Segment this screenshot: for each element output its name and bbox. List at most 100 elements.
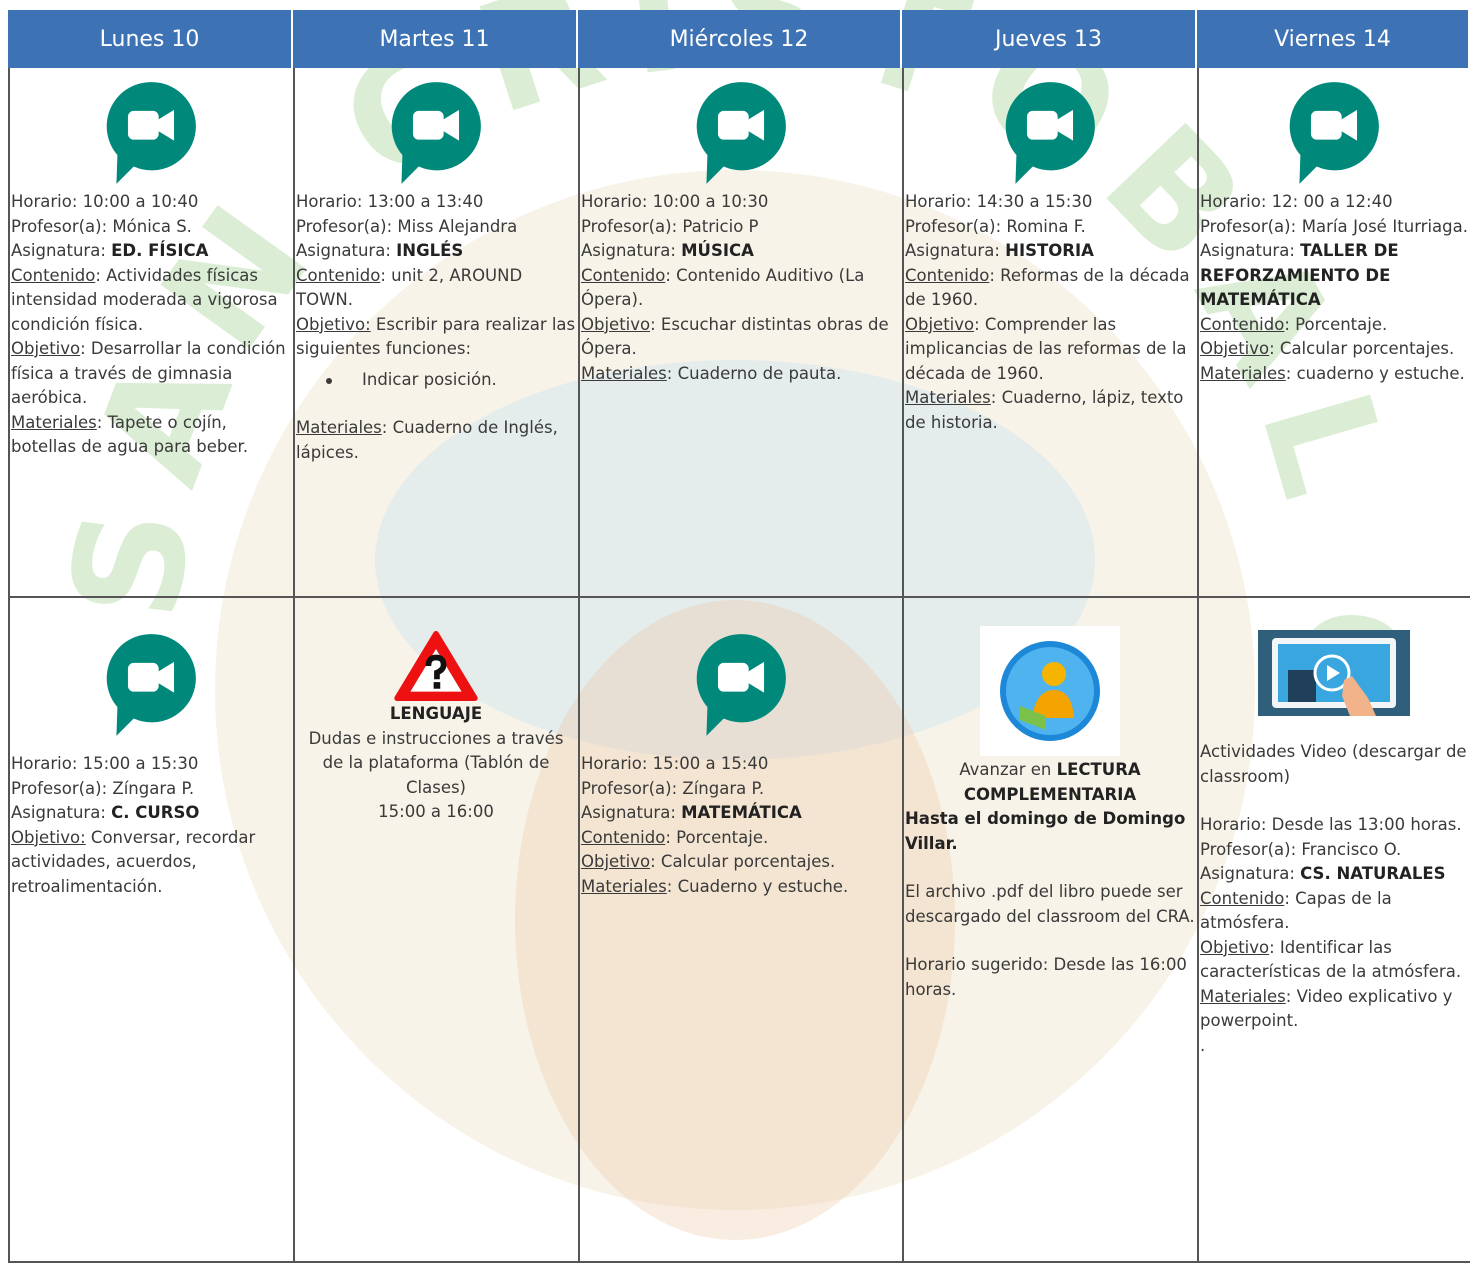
bold-text: CS. NATURALES: [1300, 864, 1446, 883]
bold-text: INGLÉS: [396, 241, 464, 260]
text-line: Horario: 15:00 a 15:40: [581, 752, 900, 777]
text: : Contenido Auditivo (La Ópera).: [581, 265, 865, 310]
icon-box: [905, 68, 1195, 186]
text-line: Materiales: Cuaderno, lápiz, texto de hi…: [905, 386, 1195, 435]
bullet-item: Indicar posición.: [296, 368, 576, 393]
text-line: Asignatura: INGLÉS: [296, 239, 576, 264]
text-line: Profesor(a): Mónica S.: [11, 215, 291, 240]
icon-graphic: [1006, 82, 1095, 184]
text: : Tapete o cojín, botellas de agua para …: [11, 412, 249, 457]
text: .: [1200, 1035, 1206, 1055]
bold-text: MÚSICA: [681, 241, 754, 260]
field-label: Materiales: [1200, 986, 1286, 1006]
text-line: Dudas e instrucciones a través de la pla…: [296, 727, 576, 801]
text-line: 15:00 a 16:00: [296, 800, 576, 825]
text-line: Materiales: Tapete o cojín, botellas de …: [11, 411, 291, 460]
field-label: Contenido: [905, 265, 990, 285]
bold-text: ED. FÍSICA: [111, 241, 209, 260]
field-label: Objetivo: [1200, 937, 1270, 957]
icon-box: [1200, 68, 1468, 186]
text: : Cuaderno y estuche.: [666, 876, 849, 896]
text-line: Profesor(a): Francisco O.: [1200, 838, 1468, 863]
icon-box: [11, 598, 291, 738]
text: Dudas e instrucciones a través de la pla…: [308, 728, 564, 797]
text-line: Objetivo: Identificar las característica…: [1200, 936, 1468, 985]
text-line: Objetivo: Calcular porcentajes.: [581, 850, 900, 875]
text: : Comprender las implicancias de las ref…: [905, 314, 1187, 383]
icon-graphic: [107, 634, 196, 736]
text: Profesor(a): Francisco O.: [1200, 839, 1402, 859]
text: Profesor(a): Zíngara P.: [581, 778, 765, 798]
icon-graphic: [980, 626, 1120, 756]
bold-text: HISTORIA: [1005, 241, 1094, 260]
text-line: Profesor(a): Zíngara P.: [11, 777, 291, 802]
text: Profesor(a): Patricio P: [581, 216, 759, 236]
bold-text: LENGUAJE: [389, 704, 483, 723]
text-line: Profesor(a): Miss Alejandra: [296, 215, 576, 240]
icon-box: [11, 68, 291, 186]
text-line: Asignatura: HISTORIA: [905, 239, 1195, 264]
text-line: Objetivo: Comprender las implicancias de…: [905, 313, 1195, 387]
day-header: Miércoles 12: [578, 10, 902, 68]
field-label: Objetivo: [11, 339, 81, 358]
text: : Capas de la atmósfera.: [1200, 888, 1392, 933]
text-line: Horario: 14:30 a 15:30: [905, 190, 1195, 215]
field-label: Materiales: [11, 412, 97, 432]
text-line: Materiales: Cuaderno y estuche.: [581, 875, 900, 900]
cell-text: Actividades Video (descargar de classroo…: [1200, 740, 1468, 1058]
text: Horario: 15:00 a 15:30: [11, 754, 199, 773]
text: Avanzar en: [959, 760, 1057, 779]
text-line: .: [1200, 1034, 1468, 1059]
field-label: Objetivo: [581, 852, 651, 871]
text: Asignatura:: [11, 803, 112, 822]
cell-text: Horario: 15:00 a 15:30 Profesor(a): Zínga…: [11, 752, 291, 899]
field-label: Contenido: [581, 827, 666, 847]
field-label: Contenido: [296, 265, 381, 285]
cell-text: Horario: 10:00 a 10:40 Profesor(a): Mónic…: [11, 190, 291, 460]
text-line: Hasta el domingo de Domingo Villar.: [905, 807, 1195, 856]
icon-meet: [693, 630, 789, 738]
text-line: Avanzar en LECTURA COMPLEMENTARIA: [905, 758, 1195, 807]
text-line: Materiales: Cuaderno de Inglés, lápices.: [296, 416, 576, 465]
icon-meet: [388, 78, 484, 186]
bold-text: C. CURSO: [111, 803, 200, 822]
field-label: Objetivo: [905, 314, 975, 334]
text: : unit 2, AROUND TOWN.: [296, 265, 523, 310]
text: Asignatura:: [1200, 864, 1301, 883]
text: Escribir para realizar las siguientes fu…: [296, 314, 576, 359]
text: : Cuaderno, lápiz, texto de historia.: [905, 388, 1184, 432]
day-header: Martes 11: [293, 10, 578, 68]
field-label: Contenido: [1200, 314, 1285, 334]
text: Horario: Desde las 13:00 horas.: [1200, 815, 1462, 834]
text-line: El archivo .pdf del libro puede ser desc…: [905, 880, 1195, 929]
text: Horario: 15:00 a 15:40: [581, 754, 769, 773]
field-label: Contenido: [1200, 888, 1285, 908]
text: Horario: 14:30 a 15:30: [905, 192, 1093, 211]
icon-meet: [103, 630, 199, 738]
cell: Horario: 15:00 a 15:30 Profesor(a): Zínga…: [8, 598, 293, 1263]
text: : Actividades físicas intensidad moderad…: [11, 265, 278, 334]
bold-text: MATEMÁTICA: [681, 803, 802, 822]
text-line: Horario: Desde las 13:00 horas.: [1200, 813, 1468, 838]
text: Profesor(a): Zíngara P.: [11, 778, 195, 798]
icon-graphic: [392, 82, 481, 184]
text: : Desarrollar la condición física a trav…: [11, 339, 286, 407]
text: : Calcular porcentajes.: [650, 852, 836, 871]
text-line: Asignatura: CS. NATURALES: [1200, 862, 1468, 887]
cell: Avanzar en LECTURA COMPLEMENTARIA Hasta e…: [902, 598, 1197, 1263]
field-label: Contenido: [581, 265, 666, 285]
text-line: Contenido: Porcentaje.: [581, 826, 900, 851]
text-line: LENGUAJE: [296, 702, 576, 727]
cell: Horario: 12: 00 a 12:40 Profesor(a): Marí…: [1197, 68, 1470, 598]
text-line: Horario: 15:00 a 15:30: [11, 752, 291, 777]
text: : Calcular porcentajes.: [1269, 339, 1455, 358]
cell-text: Horario: 13:00 a 13:40 Profesor(a): Miss …: [296, 190, 576, 465]
icon-meet: [1286, 78, 1382, 186]
text-line: Asignatura: C. CURSO: [11, 801, 291, 826]
text: : Cuaderno de Inglés, lápices.: [296, 418, 558, 462]
text-line: Materiales: Video explicativo y powerpoi…: [1200, 985, 1468, 1034]
text-line: Asignatura: ED. FÍSICA: [11, 239, 291, 264]
text-line: Horario sugerido: Desde las 16:00 horas.: [905, 953, 1195, 1002]
text-line: Asignatura: TALLER DE REFORZAMIENTO DE M…: [1200, 239, 1468, 313]
